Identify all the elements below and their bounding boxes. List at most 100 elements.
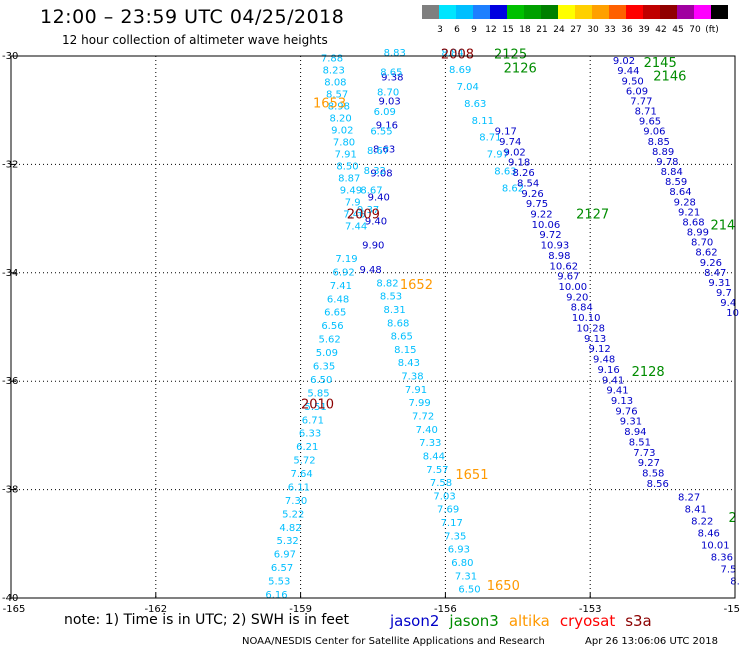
swh-value-label: 9.49: [340, 185, 362, 196]
swh-value-label: 7.19: [335, 254, 357, 265]
pass-time-label: 2009: [347, 208, 380, 223]
swh-value-label: 8.84: [661, 167, 683, 178]
swh-value-label: 8.50: [336, 161, 358, 172]
swh-value-label: 9.75: [526, 199, 548, 210]
colorbar-label: 6: [454, 25, 460, 35]
pass-time-label: 2: [728, 511, 736, 526]
swh-value-label: 6.92: [333, 267, 355, 278]
swh-value-label: 8.51: [629, 437, 651, 448]
swh-value-label: 7.57: [426, 465, 448, 476]
swh-value-label: 7.5: [720, 564, 736, 575]
colorbar-label: 12: [485, 25, 497, 35]
colorbar-label: 18: [519, 25, 531, 35]
colorbar-label: 33: [604, 25, 616, 35]
colorbar-label: (ft): [705, 25, 719, 35]
legend-jason2: jason2: [390, 612, 440, 630]
swh-value-label: 8.68: [682, 217, 704, 228]
swh-value-label: 9.27: [638, 458, 660, 469]
swh-value-label: 8.32: [364, 166, 386, 177]
colorbar-swatch: [575, 5, 592, 19]
swh-value-label: 6.21: [296, 442, 318, 453]
swh-value-label: 8.84: [571, 303, 593, 314]
colorbar-swatch: [643, 5, 660, 19]
swh-value-label: 6.71: [302, 415, 324, 426]
swh-value-label: 7.04: [457, 82, 479, 93]
swh-value-label: 8.23: [323, 65, 345, 76]
swh-value-label: 8.87: [338, 173, 360, 184]
swh-value-label: 9.41: [606, 386, 628, 397]
swh-value-label: 8.31: [383, 305, 405, 316]
swh-value-label: 8.67: [360, 186, 382, 197]
units-note: note: 1) Time is in UTC; 2) SWH is in fe…: [64, 612, 350, 628]
swh-value-label: 9.78: [656, 157, 678, 168]
map-subtitle: 12 hour collection of altimeter wave hei…: [62, 33, 328, 47]
swh-value-label: 8.08: [324, 77, 346, 88]
swh-value-label: 9.40: [365, 217, 387, 228]
swh-value-label: 9.31: [708, 278, 730, 289]
swh-value-label: 9.40: [368, 193, 390, 204]
swh-value-label: 9.37: [357, 205, 379, 216]
pass-time-label: 1653: [313, 96, 346, 111]
colorbar-label: 39: [638, 25, 650, 35]
swh-value-label: 8.58: [642, 469, 664, 480]
swh-value-label: 8.54: [517, 178, 539, 189]
swh-value-label: 7.41: [330, 281, 352, 292]
swh-value-label: 7.91: [405, 385, 427, 396]
swh-value-label: 7.73: [633, 448, 655, 459]
colorbar-swatch: [507, 5, 524, 19]
swh-value-label: 5.22: [282, 509, 304, 520]
swh-value-label: 7.99: [408, 398, 430, 409]
swh-value-label: 8.47: [704, 268, 726, 279]
y-tick-label: -32: [2, 159, 18, 170]
colorbar-swatch: [592, 5, 609, 19]
pass-time-label: 2125: [494, 48, 527, 63]
swh-value-label: 8.56: [647, 479, 669, 490]
swh-value-label: 6.48: [327, 294, 349, 305]
colorbar-swatch: [541, 5, 558, 19]
swh-value-label: 8.83: [384, 48, 406, 59]
swh-value-label: 8.85: [648, 137, 670, 148]
swh-value-label: 9.31: [620, 417, 642, 428]
x-tick-label: -162: [144, 604, 167, 615]
swh-value-label: 9.18: [508, 158, 530, 169]
swh-value-label: 10.93: [541, 241, 570, 252]
swh-value-label: 8.99: [687, 228, 709, 239]
swh-value-label: 8.26: [512, 168, 534, 179]
swh-value-label: 7.33: [419, 438, 441, 449]
swh-value-label: 7.97: [487, 150, 509, 161]
swh-value-label: 6.93: [448, 545, 470, 556]
swh-value-label: 7.58: [430, 478, 452, 489]
colorbar-label: 9: [471, 25, 477, 35]
swh-value-label: 7.38: [401, 372, 423, 383]
swh-value-label: 10.06: [532, 220, 561, 231]
swh-value-label: 9.21: [678, 207, 700, 218]
swh-value-label: 6.09: [374, 107, 396, 118]
swh-value-label: 7.69: [437, 505, 459, 516]
swh-value-label: 8.41: [685, 504, 707, 515]
swh-value-label: 5.53: [268, 577, 290, 588]
footer-timestamp: Apr 26 13:06:06 UTC 2018: [585, 636, 718, 647]
swh-value-label: 7.77: [630, 96, 652, 107]
swh-value-label: 9.02: [331, 125, 353, 136]
colorbar-swatch: [660, 5, 677, 19]
pass-time-label: 1650: [487, 579, 520, 594]
swh-value-label: 6.56: [321, 321, 343, 332]
y-tick-label: -40: [2, 593, 18, 604]
colorbar-swatch: [422, 5, 439, 19]
swh-value-label: 10.01: [701, 540, 730, 551]
swh-value-label: 5.72: [293, 456, 315, 467]
footer-agency: NOAA/NESDIS Center for Satellite Applica…: [242, 636, 545, 647]
map-frame: [10, 55, 736, 599]
colorbar-swatch: [473, 5, 490, 19]
swh-value-label: 8.62: [695, 248, 717, 259]
swh-value-label: 9.17: [495, 127, 517, 138]
satellite-legend: jason2 jason3 altika cryosat s3a: [390, 612, 662, 630]
swh-value-label: 8.43: [398, 358, 420, 369]
swh-value-label: 9.48: [359, 265, 381, 276]
swh-value-label: 6.50: [310, 375, 332, 386]
swh-value-label: 10.62: [550, 261, 579, 272]
legend-s3a: s3a: [625, 612, 652, 630]
swh-value-label: 8.70: [691, 238, 713, 249]
colorbar-swatch: [694, 5, 711, 19]
swh-value-label: 8.59: [665, 177, 687, 188]
